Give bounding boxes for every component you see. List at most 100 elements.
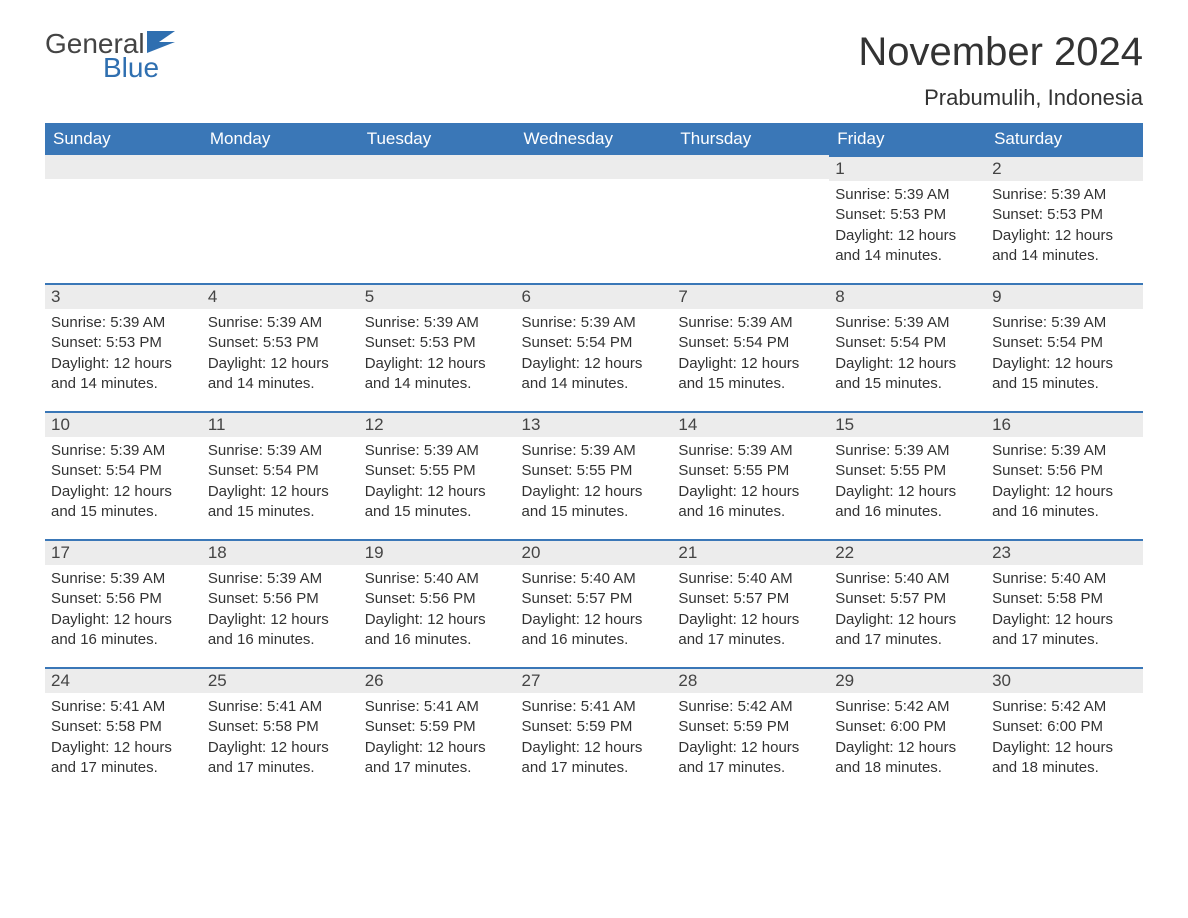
calendar-day-cell: 1Sunrise: 5:39 AMSunset: 5:53 PMDaylight… [829,155,986,283]
day-number: 9 [986,283,1143,309]
day-details: Sunrise: 5:39 AMSunset: 5:54 PMDaylight:… [45,437,202,530]
day-details: Sunrise: 5:39 AMSunset: 5:55 PMDaylight:… [359,437,516,530]
weekday-header: Monday [202,123,359,155]
calendar-table: Sunday Monday Tuesday Wednesday Thursday… [45,123,1143,795]
sunset-line: Sunset: 5:54 PM [51,461,196,481]
calendar-day-cell: 17Sunrise: 5:39 AMSunset: 5:56 PMDayligh… [45,539,202,667]
daylight-line: Daylight: 12 hours and 15 minutes. [208,482,353,523]
calendar-day-cell: 16Sunrise: 5:39 AMSunset: 5:56 PMDayligh… [986,411,1143,539]
calendar-day-cell: 28Sunrise: 5:42 AMSunset: 5:59 PMDayligh… [672,667,829,795]
sunrise-line: Sunrise: 5:39 AM [51,441,196,461]
calendar-empty-cell [359,155,516,283]
sunrise-line: Sunrise: 5:39 AM [522,313,667,333]
empty-day-bar [45,155,202,179]
day-number: 20 [516,539,673,565]
day-details: Sunrise: 5:39 AMSunset: 5:53 PMDaylight:… [359,309,516,402]
day-details: Sunrise: 5:40 AMSunset: 5:56 PMDaylight:… [359,565,516,658]
day-number: 21 [672,539,829,565]
sunset-line: Sunset: 5:54 PM [678,333,823,353]
day-details: Sunrise: 5:39 AMSunset: 5:54 PMDaylight:… [986,309,1143,402]
sunset-line: Sunset: 5:57 PM [678,589,823,609]
daylight-line: Daylight: 12 hours and 14 minutes. [835,226,980,267]
day-number: 30 [986,667,1143,693]
sunset-line: Sunset: 5:58 PM [51,717,196,737]
calendar-day-cell: 18Sunrise: 5:39 AMSunset: 5:56 PMDayligh… [202,539,359,667]
calendar-day-cell: 26Sunrise: 5:41 AMSunset: 5:59 PMDayligh… [359,667,516,795]
sunset-line: Sunset: 5:55 PM [522,461,667,481]
month-title: November 2024 [858,30,1143,75]
day-details: Sunrise: 5:39 AMSunset: 5:55 PMDaylight:… [829,437,986,530]
sunrise-line: Sunrise: 5:40 AM [365,569,510,589]
day-number: 26 [359,667,516,693]
sunrise-line: Sunrise: 5:39 AM [835,441,980,461]
calendar-empty-cell [516,155,673,283]
calendar-day-cell: 27Sunrise: 5:41 AMSunset: 5:59 PMDayligh… [516,667,673,795]
day-details: Sunrise: 5:39 AMSunset: 5:54 PMDaylight:… [516,309,673,402]
day-number: 14 [672,411,829,437]
calendar-day-cell: 24Sunrise: 5:41 AMSunset: 5:58 PMDayligh… [45,667,202,795]
daylight-line: Daylight: 12 hours and 17 minutes. [992,610,1137,651]
sunrise-line: Sunrise: 5:41 AM [51,697,196,717]
daylight-line: Daylight: 12 hours and 17 minutes. [522,738,667,779]
calendar-day-cell: 11Sunrise: 5:39 AMSunset: 5:54 PMDayligh… [202,411,359,539]
sunrise-line: Sunrise: 5:41 AM [365,697,510,717]
day-details: Sunrise: 5:39 AMSunset: 5:53 PMDaylight:… [45,309,202,402]
sunrise-line: Sunrise: 5:39 AM [992,313,1137,333]
daylight-line: Daylight: 12 hours and 16 minutes. [835,482,980,523]
day-details: Sunrise: 5:41 AMSunset: 5:58 PMDaylight:… [202,693,359,786]
calendar-day-cell: 14Sunrise: 5:39 AMSunset: 5:55 PMDayligh… [672,411,829,539]
sunset-line: Sunset: 5:53 PM [992,205,1137,225]
daylight-line: Daylight: 12 hours and 14 minutes. [51,354,196,395]
sunrise-line: Sunrise: 5:39 AM [365,313,510,333]
day-number: 10 [45,411,202,437]
calendar-day-cell: 5Sunrise: 5:39 AMSunset: 5:53 PMDaylight… [359,283,516,411]
sunset-line: Sunset: 5:54 PM [835,333,980,353]
day-number: 16 [986,411,1143,437]
day-number: 28 [672,667,829,693]
day-details: Sunrise: 5:40 AMSunset: 5:57 PMDaylight:… [516,565,673,658]
daylight-line: Daylight: 12 hours and 15 minutes. [992,354,1137,395]
day-details: Sunrise: 5:40 AMSunset: 5:57 PMDaylight:… [672,565,829,658]
sunset-line: Sunset: 5:53 PM [365,333,510,353]
daylight-line: Daylight: 12 hours and 14 minutes. [208,354,353,395]
sunset-line: Sunset: 6:00 PM [992,717,1137,737]
day-number: 8 [829,283,986,309]
sunrise-line: Sunrise: 5:39 AM [835,185,980,205]
day-details: Sunrise: 5:40 AMSunset: 5:58 PMDaylight:… [986,565,1143,658]
calendar-day-cell: 30Sunrise: 5:42 AMSunset: 6:00 PMDayligh… [986,667,1143,795]
sunset-line: Sunset: 5:56 PM [365,589,510,609]
calendar-day-cell: 4Sunrise: 5:39 AMSunset: 5:53 PMDaylight… [202,283,359,411]
sunset-line: Sunset: 5:56 PM [992,461,1137,481]
daylight-line: Daylight: 12 hours and 17 minutes. [208,738,353,779]
sunset-line: Sunset: 5:53 PM [208,333,353,353]
sunset-line: Sunset: 5:53 PM [51,333,196,353]
day-number: 6 [516,283,673,309]
daylight-line: Daylight: 12 hours and 16 minutes. [365,610,510,651]
daylight-line: Daylight: 12 hours and 15 minutes. [678,354,823,395]
empty-day-bar [359,155,516,179]
sunrise-line: Sunrise: 5:39 AM [678,313,823,333]
sunset-line: Sunset: 5:56 PM [51,589,196,609]
weekday-header: Tuesday [359,123,516,155]
daylight-line: Daylight: 12 hours and 16 minutes. [678,482,823,523]
sunrise-line: Sunrise: 5:40 AM [678,569,823,589]
day-details: Sunrise: 5:41 AMSunset: 5:59 PMDaylight:… [516,693,673,786]
day-number: 24 [45,667,202,693]
calendar-day-cell: 3Sunrise: 5:39 AMSunset: 5:53 PMDaylight… [45,283,202,411]
weekday-header: Sunday [45,123,202,155]
sunrise-line: Sunrise: 5:42 AM [678,697,823,717]
calendar-row: 1Sunrise: 5:39 AMSunset: 5:53 PMDaylight… [45,155,1143,283]
sunset-line: Sunset: 5:55 PM [678,461,823,481]
sunset-line: Sunset: 5:54 PM [208,461,353,481]
sunrise-line: Sunrise: 5:40 AM [522,569,667,589]
day-number: 7 [672,283,829,309]
sunrise-line: Sunrise: 5:39 AM [208,569,353,589]
weekday-header: Thursday [672,123,829,155]
day-details: Sunrise: 5:39 AMSunset: 5:54 PMDaylight:… [829,309,986,402]
sunrise-line: Sunrise: 5:39 AM [365,441,510,461]
sunset-line: Sunset: 5:55 PM [835,461,980,481]
location-subtitle: Prabumulih, Indonesia [858,85,1143,111]
calendar-day-cell: 10Sunrise: 5:39 AMSunset: 5:54 PMDayligh… [45,411,202,539]
daylight-line: Daylight: 12 hours and 17 minutes. [835,610,980,651]
daylight-line: Daylight: 12 hours and 17 minutes. [678,738,823,779]
